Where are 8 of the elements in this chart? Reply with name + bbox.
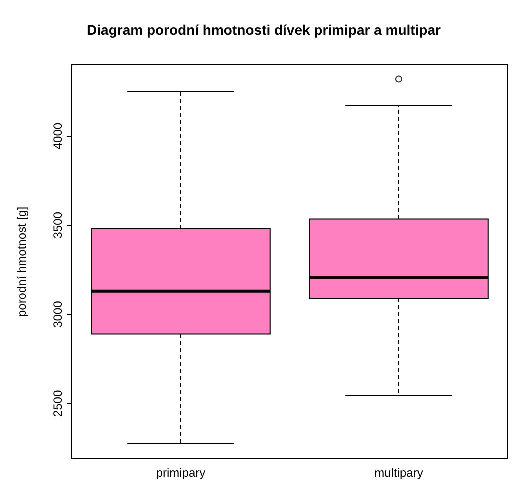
- y-tick-label: 3000: [51, 300, 65, 328]
- x-tick-label: primipary: [156, 466, 206, 480]
- x-tick-label: multipary: [374, 466, 424, 480]
- y-axis-title: porodní hmotnost [g]: [15, 206, 29, 318]
- y-tick-label: 4000: [51, 122, 65, 150]
- y-tick-label: 2500: [51, 390, 65, 418]
- y-tick-label: 3500: [51, 212, 65, 239]
- chart-title: Diagram porodní hmotnosti dívek primipar a multipar: [87, 22, 442, 38]
